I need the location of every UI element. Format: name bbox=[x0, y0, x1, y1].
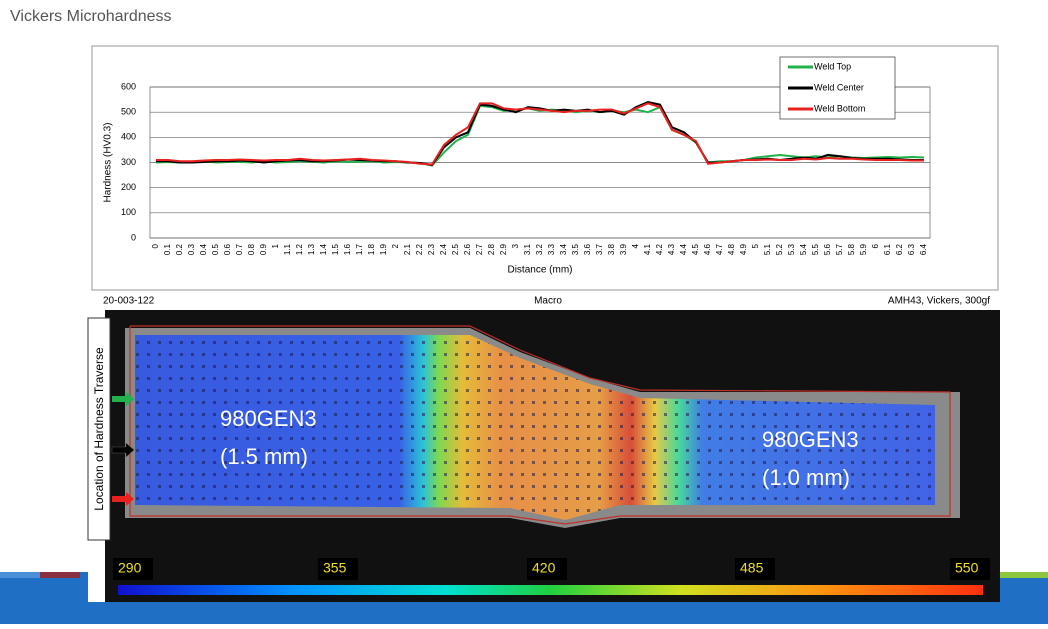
x-tick-label: 2.8 bbox=[487, 243, 496, 255]
x-tick-label: 4 bbox=[631, 243, 640, 248]
legend-label: Weld Top bbox=[814, 61, 851, 71]
x-tick-label: 2.3 bbox=[427, 243, 436, 255]
x-tick-label: 2.2 bbox=[415, 243, 424, 255]
x-tick-label: 1.8 bbox=[367, 243, 376, 255]
traverse-label: Location of Hardness Traverse bbox=[92, 347, 106, 511]
left-thickness: (1.5 mm) bbox=[220, 444, 308, 469]
x-tick-label: 5.1 bbox=[763, 243, 772, 255]
scale-label: 355 bbox=[323, 560, 347, 576]
color-scale-bar bbox=[118, 585, 983, 595]
x-tick-label: 2 bbox=[391, 243, 400, 248]
x-tick-label: 0.7 bbox=[235, 243, 244, 255]
x-tick-label: 0.1 bbox=[163, 243, 172, 255]
right-material: 980GEN3 bbox=[762, 427, 859, 452]
y-tick-label: 400 bbox=[121, 132, 136, 142]
x-tick-label: 5.4 bbox=[799, 243, 808, 255]
scale-label: 420 bbox=[532, 560, 556, 576]
macro-image: Location of Hardness Traverse 980GEN3 (1… bbox=[88, 310, 1000, 602]
x-tick-label: 5.9 bbox=[859, 243, 868, 255]
x-tick-label: 6 bbox=[871, 243, 880, 248]
x-tick-label: 4.1 bbox=[643, 243, 652, 255]
x-tick-label: 1.4 bbox=[319, 243, 328, 255]
y-tick-label: 500 bbox=[121, 107, 136, 117]
x-tick-label: 0.3 bbox=[187, 243, 196, 255]
x-tick-label: 3.8 bbox=[607, 243, 616, 255]
x-tick-label: 2.9 bbox=[499, 243, 508, 255]
x-tick-label: 2.5 bbox=[451, 243, 460, 255]
x-tick-label: 4.3 bbox=[667, 243, 676, 255]
x-tick-label: 5.5 bbox=[811, 243, 820, 255]
x-tick-label: 0.9 bbox=[259, 243, 268, 255]
x-tick-label: 4.9 bbox=[739, 243, 748, 255]
x-tick-label: 5.3 bbox=[787, 243, 796, 255]
x-tick-label: 5.6 bbox=[823, 243, 832, 255]
x-tick-label: 4.2 bbox=[655, 243, 664, 255]
x-tick-label: 3.9 bbox=[619, 243, 628, 255]
x-tick-label: 4.7 bbox=[715, 243, 724, 255]
x-tick-label: 3.2 bbox=[535, 243, 544, 255]
x-tick-label: 1.6 bbox=[343, 243, 352, 255]
x-tick-label: 1.9 bbox=[379, 243, 388, 255]
y-tick-label: 100 bbox=[121, 207, 136, 217]
x-tick-label: 4.4 bbox=[679, 243, 688, 255]
left-material: 980GEN3 bbox=[220, 406, 317, 431]
scale-label: 290 bbox=[118, 560, 142, 576]
x-tick-label: 3.1 bbox=[523, 243, 532, 255]
x-tick-label: 0.2 bbox=[175, 243, 184, 255]
x-tick-label: 0 bbox=[151, 243, 160, 248]
x-tick-label: 5.7 bbox=[835, 243, 844, 255]
y-axis-label: Hardness (HV0.3) bbox=[103, 122, 114, 202]
x-tick-label: 0.8 bbox=[247, 243, 256, 255]
x-tick-label: 5 bbox=[751, 243, 760, 248]
x-tick-label: 2.6 bbox=[463, 243, 472, 255]
x-tick-label: 2.4 bbox=[439, 243, 448, 255]
x-tick-label: 6.3 bbox=[907, 243, 916, 255]
y-tick-label: 200 bbox=[121, 182, 136, 192]
x-tick-label: 4.6 bbox=[703, 243, 712, 255]
figure-method: AMH43, Vickers, 300gf bbox=[888, 296, 990, 307]
scale-label: 485 bbox=[740, 560, 764, 576]
x-tick-label: 3.3 bbox=[547, 243, 556, 255]
scale-label: 550 bbox=[955, 560, 979, 576]
right-thickness: (1.0 mm) bbox=[762, 465, 850, 490]
y-tick-label: 600 bbox=[121, 81, 136, 91]
footer-strip bbox=[1000, 572, 1048, 578]
legend-label: Weld Center bbox=[814, 82, 864, 92]
x-tick-label: 3.5 bbox=[571, 243, 580, 255]
legend-label: Weld Bottom bbox=[814, 103, 865, 113]
x-tick-label: 6.1 bbox=[883, 243, 892, 255]
y-tick-label: 300 bbox=[121, 157, 136, 167]
slide-title: Vickers Microhardness bbox=[10, 8, 172, 25]
x-tick-label: 3.6 bbox=[583, 243, 592, 255]
y-tick-label: 0 bbox=[131, 232, 136, 242]
footer-strip bbox=[0, 572, 40, 578]
figure-caption: Macro bbox=[534, 296, 562, 307]
x-tick-label: 3.4 bbox=[559, 243, 568, 255]
slide: Vickers Microhardness 010020030040050060… bbox=[0, 0, 1048, 624]
x-tick-label: 0.5 bbox=[211, 243, 220, 255]
x-tick-label: 3 bbox=[511, 243, 520, 248]
x-tick-label: 1.5 bbox=[331, 243, 340, 255]
x-tick-label: 2.7 bbox=[475, 243, 484, 255]
x-axis-label: Distance (mm) bbox=[507, 265, 572, 276]
x-tick-label: 1.7 bbox=[355, 243, 364, 255]
x-tick-label: 5.2 bbox=[775, 243, 784, 255]
x-tick-label: 1.2 bbox=[295, 243, 304, 255]
figure-id: 20-003-122 bbox=[103, 296, 155, 307]
x-tick-label: 1.3 bbox=[307, 243, 316, 255]
x-tick-label: 6.4 bbox=[919, 243, 928, 255]
x-tick-label: 4.8 bbox=[727, 243, 736, 255]
x-tick-label: 1.1 bbox=[283, 243, 292, 255]
x-tick-label: 0.4 bbox=[199, 243, 208, 255]
x-tick-label: 3.7 bbox=[595, 243, 604, 255]
x-tick-label: 6.2 bbox=[895, 243, 904, 255]
footer-strip bbox=[40, 572, 80, 578]
x-tick-label: 4.5 bbox=[691, 243, 700, 255]
x-tick-label: 1 bbox=[271, 243, 280, 248]
x-tick-label: 2.1 bbox=[403, 243, 412, 255]
x-tick-label: 0.6 bbox=[223, 243, 232, 255]
x-tick-label: 5.8 bbox=[847, 243, 856, 255]
